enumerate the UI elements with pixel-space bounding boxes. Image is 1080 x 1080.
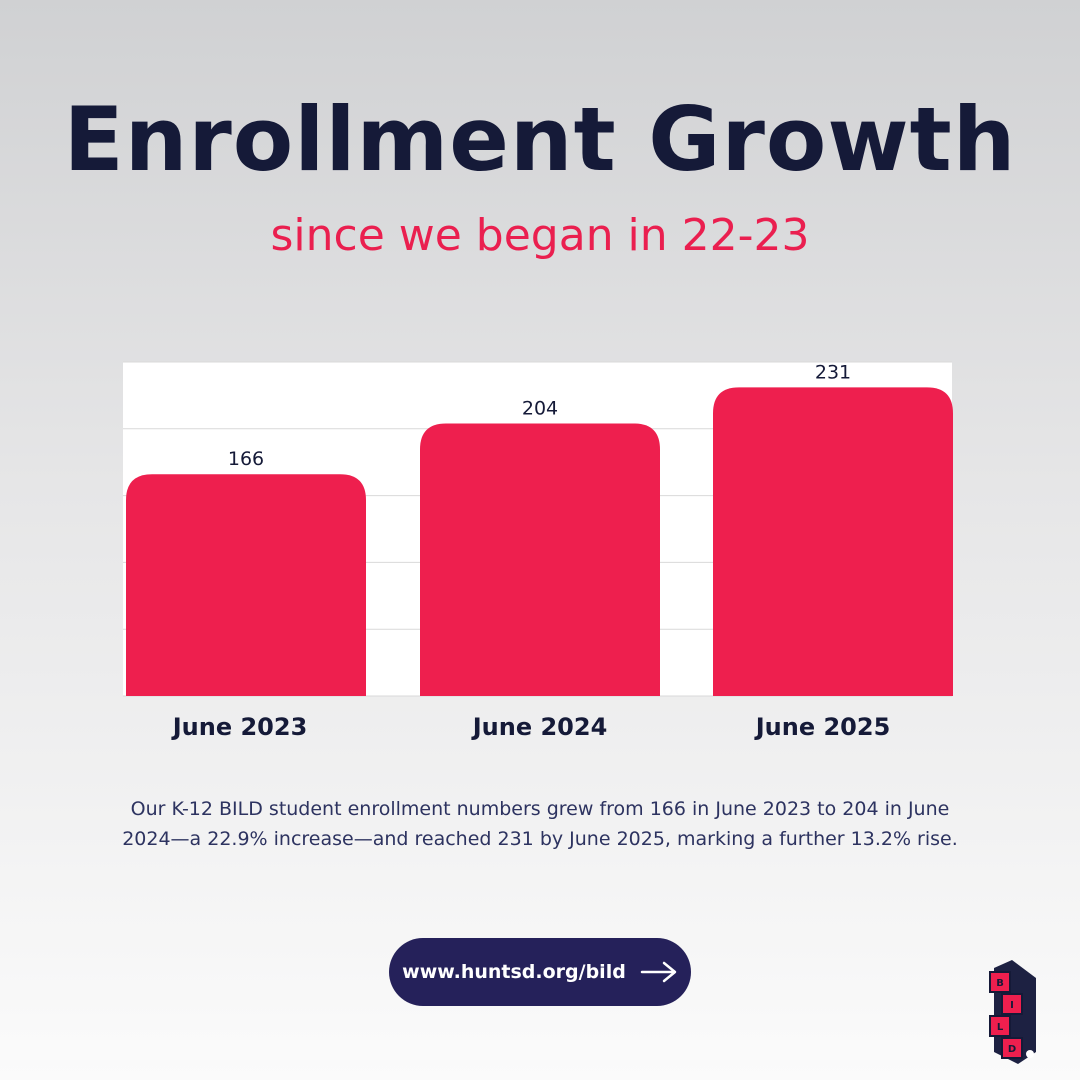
logo-letter: B [996,978,1004,989]
bar-june-2024 [420,423,660,696]
category-label: June 2025 [754,713,891,741]
bar-june-2025 [713,387,953,696]
logo-letter: L [997,1022,1004,1033]
enrollment-description: Our K-12 BILD student enrollment numbers… [122,798,958,850]
data-label: 231 [815,361,851,383]
chart-bars [126,387,953,696]
bild-logo: B I L D [989,960,1036,1064]
website-link-button[interactable]: www.huntsd.org/bild [389,938,691,1006]
logo-letter: D [1008,1044,1016,1055]
website-link-label: www.huntsd.org/bild [402,961,626,983]
page-subtitle: since we began in 22-23 [270,210,810,261]
page-title: Enrollment Growth [63,88,1017,191]
paw-icon [1026,1050,1034,1058]
data-label: 166 [228,448,264,470]
chart-labels: 166 June 2023 204 June 2024 231 June 2025 [171,361,891,741]
category-label: June 2024 [471,713,608,741]
arrow-right-icon [640,961,677,983]
bar-june-2023 [126,474,366,696]
logo-letter: I [1010,1000,1014,1011]
category-label: June 2023 [171,713,308,741]
data-label: 204 [522,397,558,419]
